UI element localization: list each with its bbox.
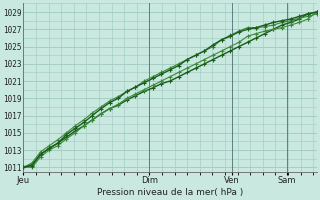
X-axis label: Pression niveau de la mer( hPa ): Pression niveau de la mer( hPa ) xyxy=(97,188,243,197)
